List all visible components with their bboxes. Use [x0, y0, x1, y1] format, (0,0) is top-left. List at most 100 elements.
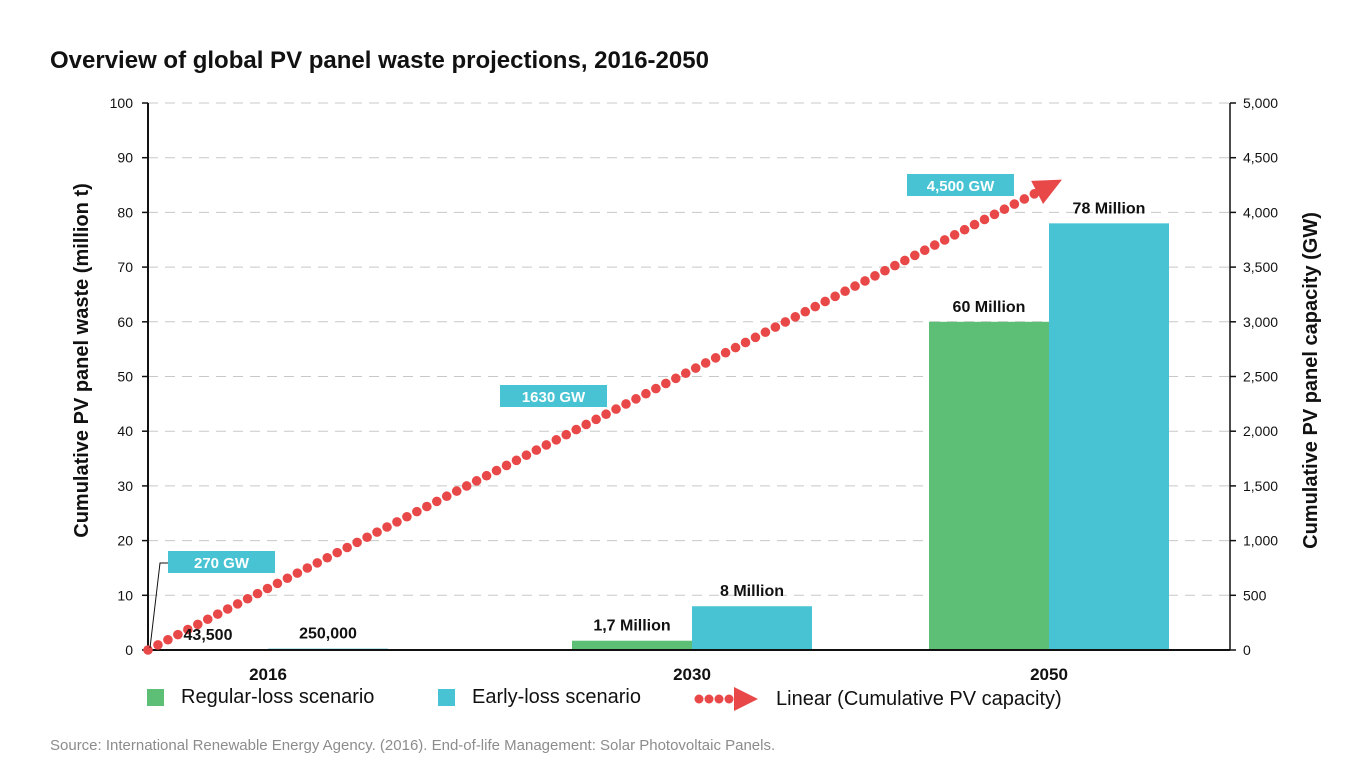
capacity-dot: [880, 265, 890, 276]
data-label: 60 Million: [953, 299, 1026, 316]
y2-tick-label: 4,000: [1243, 204, 1278, 220]
capacity-dot: [382, 522, 392, 532]
y-tick-label: 50: [117, 369, 133, 385]
capacity-dot: [183, 624, 193, 635]
y2-tick-label: 2,000: [1243, 423, 1278, 439]
legend-swatch-early: [438, 689, 455, 706]
capacity-dot: [511, 455, 522, 466]
capacity-dot: [332, 547, 343, 558]
capacity-dot: [302, 563, 313, 573]
capacity-dot: [780, 317, 791, 327]
legend-swatch-regular: [147, 689, 164, 706]
y-tick-label: 80: [117, 204, 133, 220]
capacity-dot: [959, 224, 970, 235]
y-tick-label: 10: [117, 587, 133, 603]
capacity-dot: [900, 255, 910, 266]
legend-item-regular: Regular-loss scenario: [147, 686, 374, 709]
data-label: 78 Million: [1073, 200, 1146, 217]
capacity-dot: [750, 332, 761, 343]
capacity-dot: [521, 450, 532, 461]
bar-early-2050: [1049, 223, 1169, 650]
capacity-dot: [601, 409, 611, 420]
y2-tick-label: 1,500: [1243, 478, 1278, 494]
capacity-dot: [720, 347, 731, 358]
capacity-line: [143, 179, 1062, 655]
capacity-dot: [810, 301, 821, 312]
capacity-dot: [322, 552, 333, 563]
capacity-dot: [571, 424, 582, 435]
callout-label: 1630 GW: [522, 389, 586, 406]
capacity-dot: [800, 306, 811, 317]
capacity-dot: [372, 527, 382, 537]
capacity-dot: [342, 542, 352, 553]
capacity-dot: [621, 399, 631, 409]
capacity-dot: [491, 465, 502, 476]
capacity-dot: [670, 373, 681, 384]
capacity-dot: [730, 342, 741, 353]
y-tick-label: 0: [125, 642, 133, 658]
capacity-dot: [402, 511, 412, 522]
capacity-dot: [422, 501, 432, 512]
bars: [148, 223, 1169, 650]
capacity-dot: [870, 271, 880, 281]
capacity-dot: [501, 460, 512, 471]
x-tick-label-2050: 2050: [1030, 665, 1068, 684]
capacity-dot: [312, 558, 323, 568]
data-label: 250,000: [299, 626, 357, 643]
capacity-dot: [242, 593, 253, 604]
y-tick-label: 100: [110, 95, 134, 111]
capacity-dot: [252, 588, 263, 599]
arrow-head-icon: [1031, 179, 1062, 204]
capacity-dot: [979, 214, 990, 225]
data-label: 43,500: [184, 627, 233, 644]
source-note: Source: International Renewable Energy A…: [50, 737, 776, 754]
capacity-dot: [919, 245, 930, 256]
legend-label-regular: Regular-loss scenario: [181, 686, 375, 708]
y2-tick-label: 1,000: [1243, 533, 1278, 549]
capacity-dot: [451, 486, 462, 496]
capacity-dot: [212, 609, 223, 619]
capacity-dot: [173, 629, 183, 640]
capacity-dot: [431, 496, 442, 507]
capacity-dot: [153, 640, 163, 650]
x-tick-label-2030: 2030: [673, 665, 711, 684]
capacity-dot: [830, 291, 840, 302]
capacity-dot: [690, 363, 701, 373]
capacity-dot: [412, 506, 422, 517]
capacity-dot: [949, 230, 960, 240]
capacity-dot: [999, 204, 1010, 215]
capacity-dot: [1009, 199, 1020, 209]
capacity-dot: [352, 537, 362, 548]
data-label: 1,7 Million: [593, 618, 670, 635]
callout-label: 4,500 GW: [927, 178, 995, 195]
capacity-dot: [1019, 194, 1030, 204]
capacity-dot: [631, 394, 641, 404]
capacity-dot: [860, 276, 870, 286]
capacity-dot: [641, 388, 651, 399]
y-axis-title: Cumulative PV panel waste (million t): [71, 183, 93, 538]
capacity-dot: [232, 599, 243, 609]
x-tick-label-2016: 2016: [249, 665, 287, 684]
capacity-dot: [282, 573, 293, 584]
bar-early-2030: [692, 606, 812, 650]
capacity-dot: [680, 368, 691, 379]
y-tick-label: 60: [117, 314, 133, 330]
capacity-dot: [760, 327, 771, 338]
capacity-dot: [541, 440, 552, 450]
y2-axis-title: Cumulative PV panel capacity (GW): [1300, 212, 1322, 549]
capacity-dot: [163, 634, 173, 645]
callout-box: [907, 174, 1014, 196]
capacity-dot: [850, 281, 860, 291]
capacity-dot: [272, 578, 283, 589]
capacity-dot: [770, 322, 781, 332]
labels: 43,500 1,7 Million 60 Million 250,000 8 Mill…: [149, 174, 1146, 649]
capacity-dot: [143, 645, 153, 655]
capacity-dot: [531, 445, 542, 455]
capacity-dot: [222, 604, 233, 614]
capacity-dot: [909, 250, 920, 261]
legend-item-capacity: Linear (Cumulative PV capacity): [694, 686, 1062, 712]
axes: 010203040506070809010005001,0001,5002,00…: [71, 95, 1322, 684]
capacity-dot: [740, 337, 751, 348]
chart-title: Overview of global PV panel waste projec…: [50, 47, 709, 74]
